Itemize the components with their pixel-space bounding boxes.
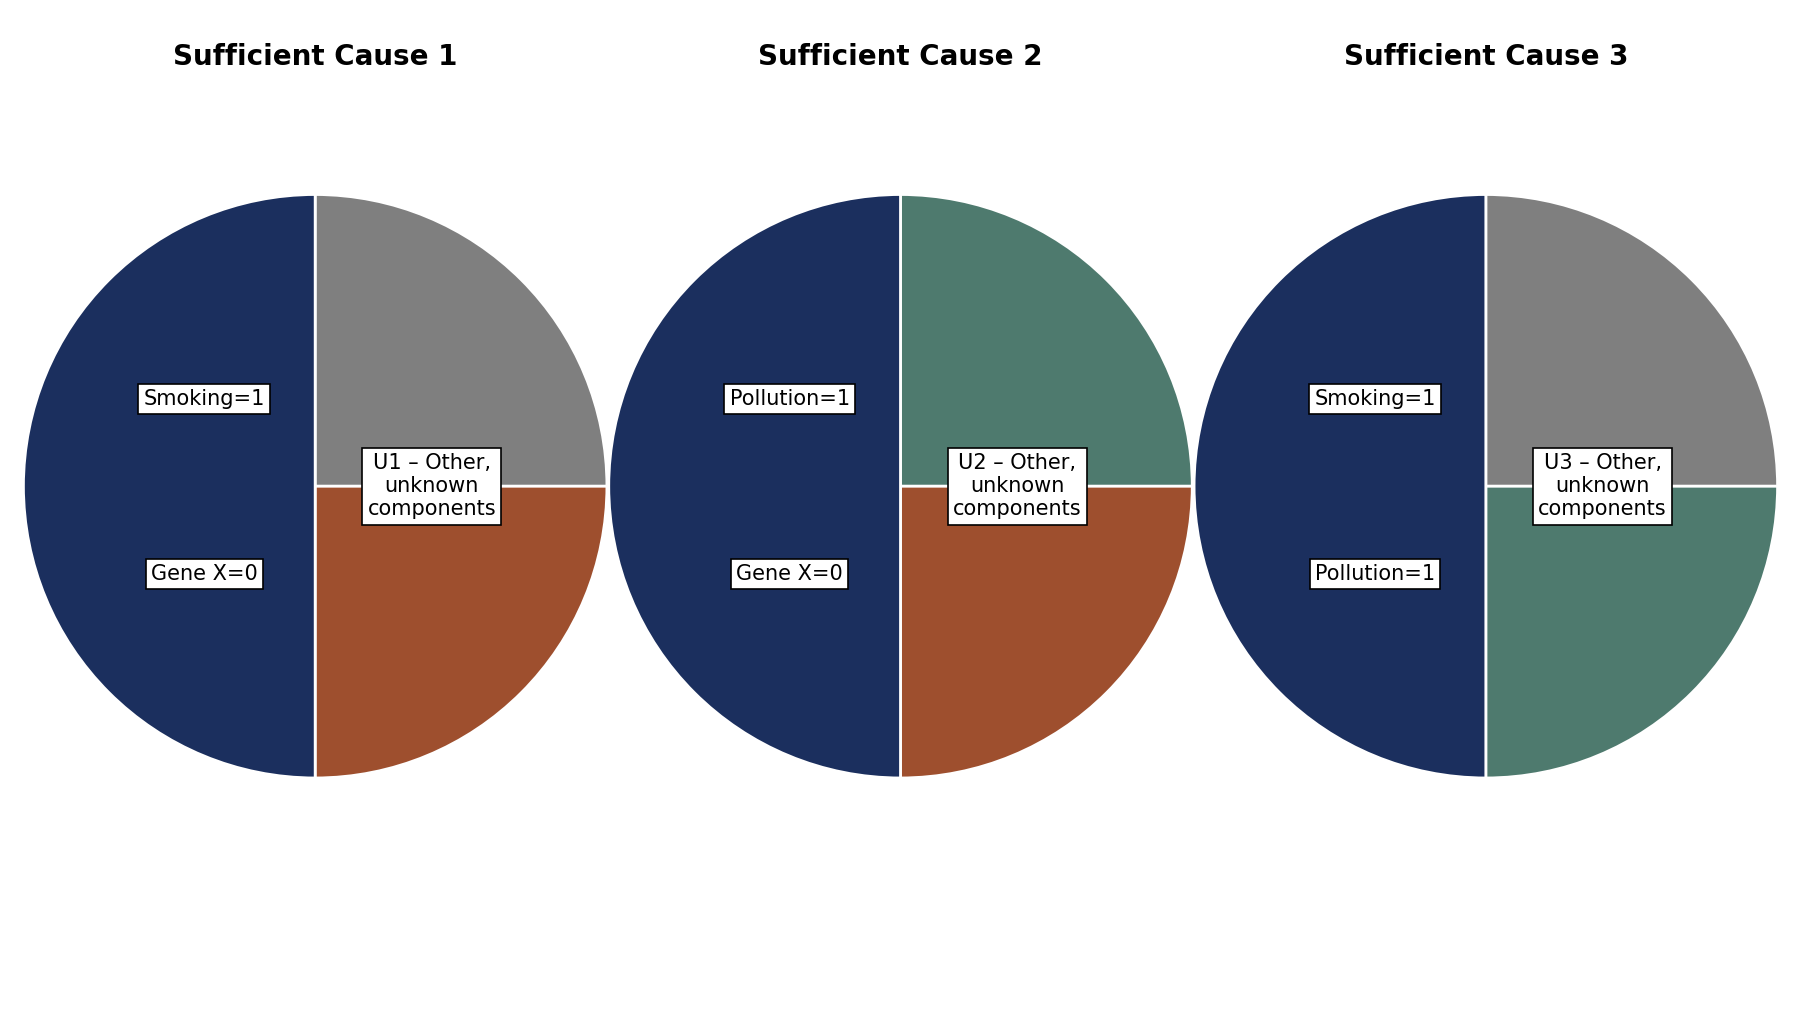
Text: Pollution=1: Pollution=1	[729, 389, 850, 408]
Text: U3 – Other,
unknown
components: U3 – Other, unknown components	[1538, 453, 1668, 520]
Text: Sufficient Cause 1: Sufficient Cause 1	[173, 43, 457, 71]
Text: Sufficient Cause 3: Sufficient Cause 3	[1344, 43, 1628, 71]
Wedge shape	[315, 486, 607, 778]
Wedge shape	[23, 194, 315, 778]
Wedge shape	[1486, 194, 1778, 486]
Text: Sufficient Cause 2: Sufficient Cause 2	[758, 43, 1043, 71]
Text: Gene X=0: Gene X=0	[151, 564, 258, 583]
Text: Smoking=1: Smoking=1	[144, 389, 265, 408]
Wedge shape	[1486, 486, 1778, 778]
Wedge shape	[1194, 194, 1486, 778]
Wedge shape	[900, 486, 1192, 778]
Text: Gene X=0: Gene X=0	[737, 564, 843, 583]
Wedge shape	[609, 194, 900, 778]
Text: U2 – Other,
unknown
components: U2 – Other, unknown components	[953, 453, 1082, 520]
Wedge shape	[315, 194, 607, 486]
Wedge shape	[900, 194, 1192, 486]
Text: Pollution=1: Pollution=1	[1315, 564, 1435, 583]
Text: U1 – Other,
unknown
components: U1 – Other, unknown components	[367, 453, 497, 520]
Text: Smoking=1: Smoking=1	[1315, 389, 1435, 408]
